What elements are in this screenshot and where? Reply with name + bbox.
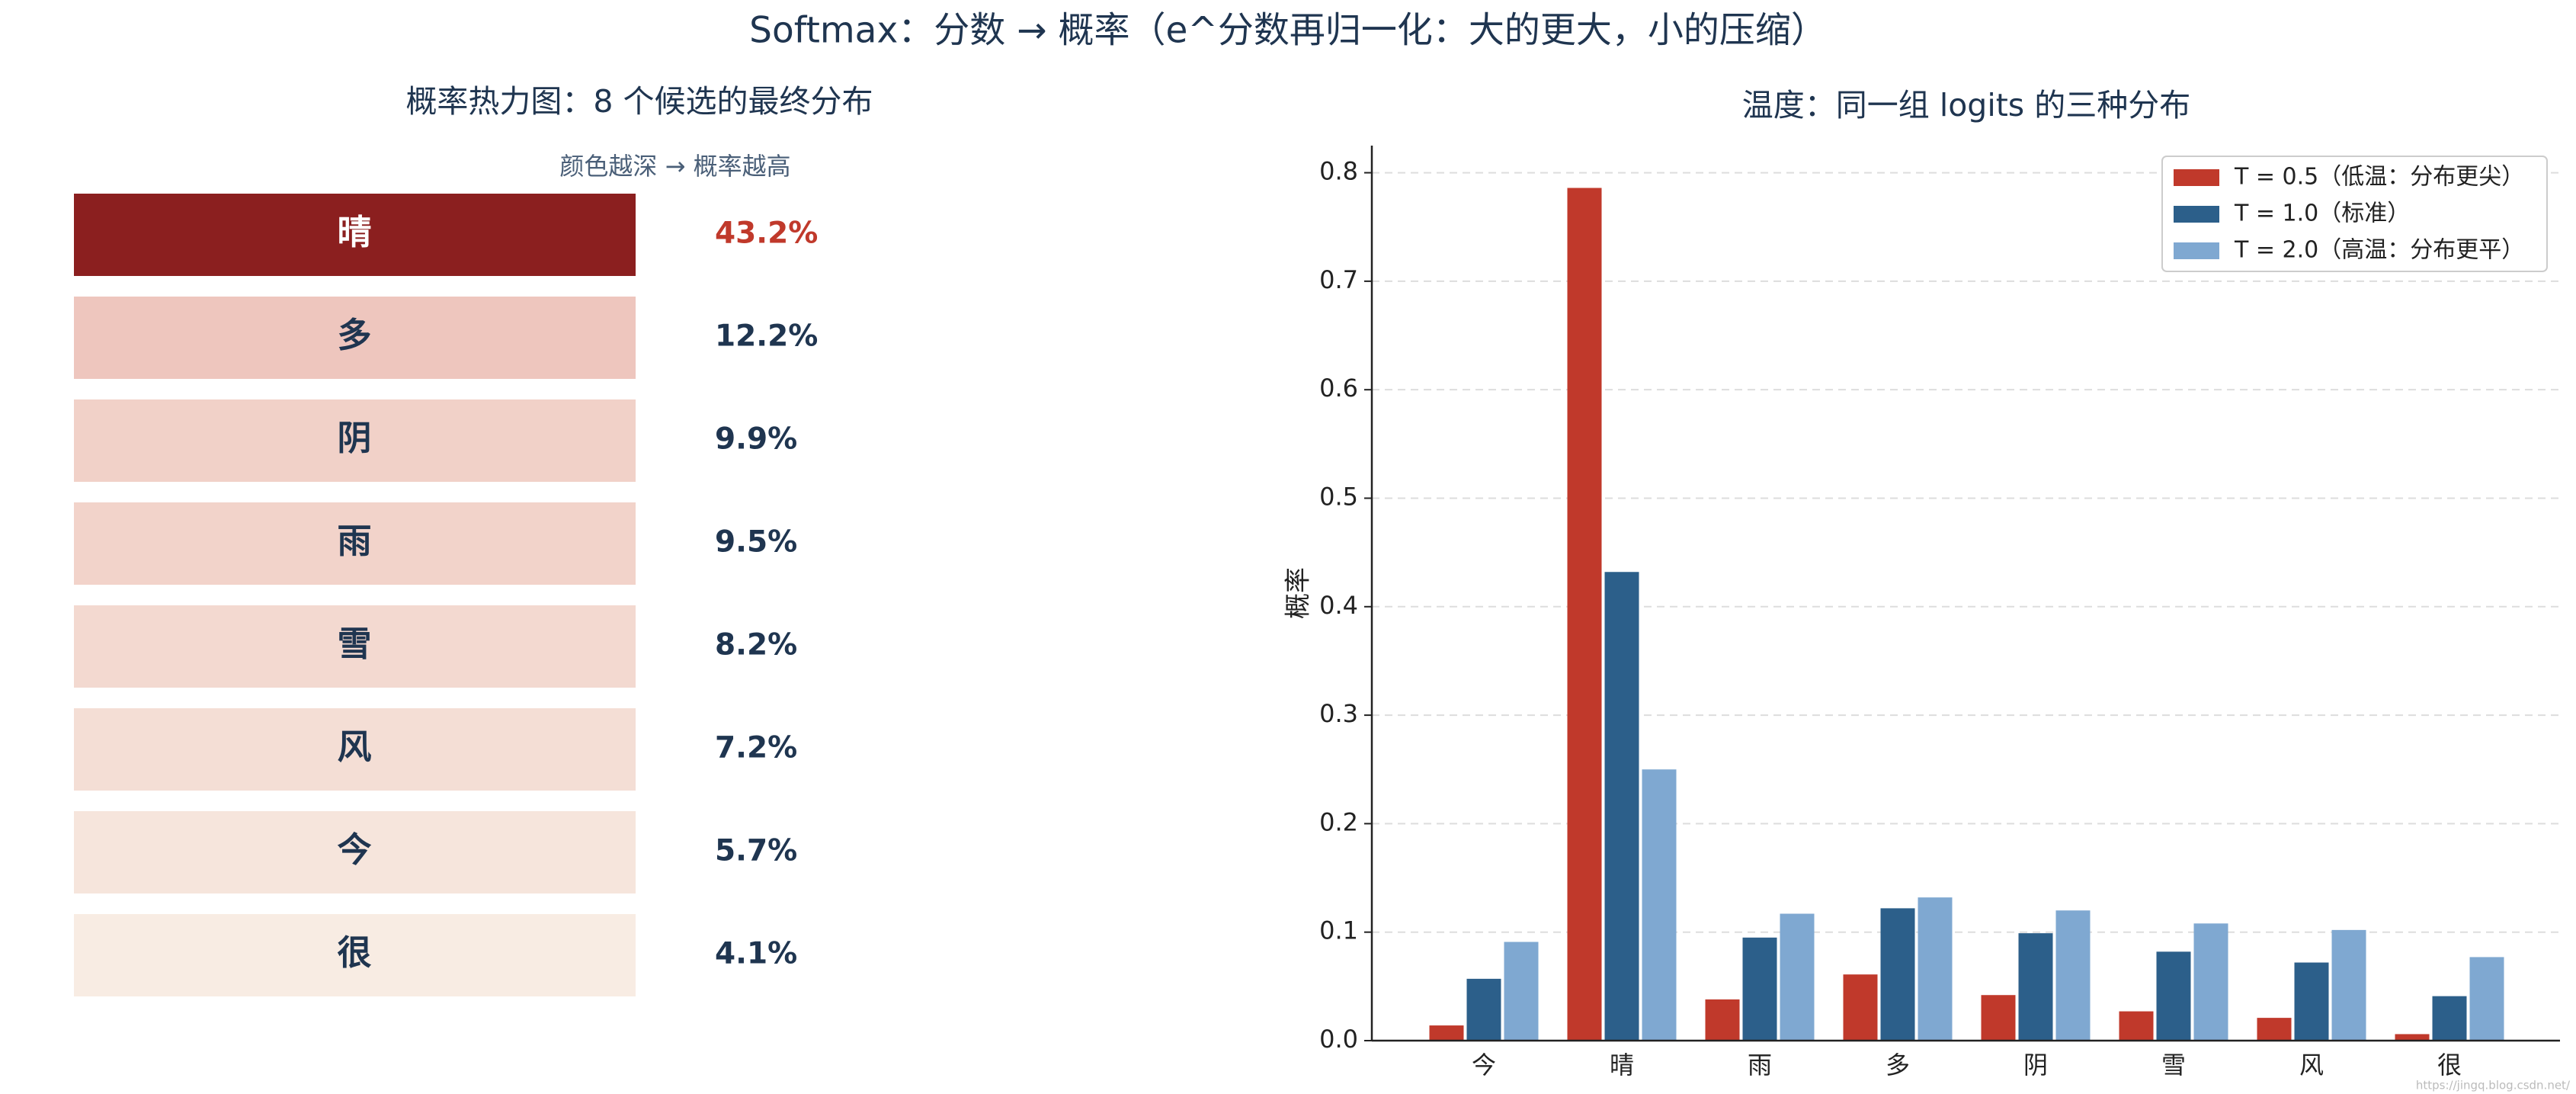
- legend-swatch: [2174, 206, 2219, 223]
- bar: [1705, 999, 1740, 1041]
- value-label: 8.2%: [715, 628, 797, 662]
- row-label: 阴: [337, 418, 371, 458]
- x-tick-label: 多: [1886, 1051, 1910, 1080]
- heat-cell: [74, 708, 636, 791]
- bar: [1604, 572, 1639, 1041]
- bar: [2018, 933, 2053, 1041]
- heat-cell: [74, 811, 636, 893]
- y-tick-label: 0.5: [1319, 482, 1358, 511]
- heat-cell: [74, 502, 636, 585]
- legend-swatch: [2174, 169, 2219, 186]
- legend-box: [2161, 156, 2548, 272]
- legend-label: T = 1.0（标准）: [2234, 201, 2410, 227]
- bar: [2055, 910, 2091, 1041]
- bar: [2119, 1011, 2154, 1041]
- value-label: 12.2%: [715, 319, 818, 354]
- x-tick-label: 风: [2299, 1051, 2324, 1080]
- value-label: 9.5%: [715, 525, 797, 560]
- value-label: 9.9%: [715, 422, 797, 457]
- y-tick-label: 0.6: [1319, 374, 1358, 403]
- y-tick-label: 0.2: [1319, 807, 1358, 836]
- y-tick-label: 0.0: [1319, 1025, 1358, 1054]
- bar: [1466, 978, 1501, 1041]
- row-label: 晴: [337, 212, 371, 252]
- bar: [1567, 188, 1602, 1041]
- value-label: 5.7%: [715, 834, 797, 868]
- row-label: 今: [337, 829, 371, 870]
- value-label: 43.2%: [715, 217, 818, 251]
- bar: [1429, 1025, 1464, 1041]
- bar: [2331, 929, 2366, 1041]
- chart-title: 温度：同一组 logits 的三种分布: [1742, 87, 2190, 124]
- x-tick-label: 雨: [1748, 1051, 1772, 1080]
- y-tick-label: 0.3: [1319, 699, 1358, 728]
- bar: [1742, 937, 1777, 1041]
- legend-swatch: [2174, 242, 2219, 259]
- x-tick-label: 很: [2437, 1051, 2462, 1080]
- bar: [1981, 995, 2016, 1041]
- y-axis-label: 概率: [1283, 567, 1314, 619]
- bar: [2193, 923, 2228, 1041]
- y-tick-label: 0.4: [1319, 591, 1358, 620]
- x-tick-label: 阴: [2023, 1051, 2048, 1080]
- value-label: 7.2%: [715, 731, 797, 765]
- bar: [1504, 942, 1539, 1041]
- figure-title: Softmax：分数 → 概率（e^分数再归一化：大的更大，小的压缩）: [749, 10, 1827, 52]
- bar: [1780, 913, 1815, 1041]
- bar: [2156, 951, 2191, 1041]
- legend-label: T = 0.5（低温：分布更尖）: [2234, 164, 2524, 191]
- heat-cell: [74, 399, 636, 482]
- row-label: 多: [337, 315, 371, 355]
- x-tick-label: 今: [1472, 1051, 1496, 1080]
- x-tick-label: 晴: [1610, 1051, 1634, 1080]
- watermark: https://jingq.blog.csdn.net/: [2416, 1079, 2571, 1092]
- legend-label: T = 2.0（高温：分布更平）: [2234, 237, 2524, 264]
- x-tick-label: 雪: [2161, 1051, 2186, 1080]
- heat-cell: [74, 605, 636, 688]
- heat-cell: [74, 194, 636, 276]
- y-tick-label: 0.7: [1319, 265, 1358, 294]
- bar: [2294, 962, 2329, 1041]
- value-label: 4.1%: [715, 937, 797, 971]
- bar: [1880, 908, 1915, 1041]
- bar: [2469, 957, 2504, 1041]
- chart-title: 概率热力图：8 个候选的最终分布: [405, 83, 873, 120]
- row-label: 很: [337, 932, 371, 973]
- bar: [1843, 974, 1878, 1041]
- y-tick-label: 0.8: [1319, 157, 1358, 186]
- row-label: 风: [337, 727, 371, 767]
- heat-cell: [74, 297, 636, 379]
- heat-cell: [74, 914, 636, 996]
- bar: [1918, 897, 1953, 1041]
- bar: [2395, 1034, 2430, 1041]
- bar: [2257, 1018, 2292, 1041]
- row-label: 雨: [337, 521, 371, 561]
- y-tick-label: 0.1: [1319, 916, 1358, 945]
- bar: [1642, 769, 1677, 1041]
- bar: [2432, 996, 2467, 1041]
- row-label: 雪: [337, 624, 371, 664]
- annotation: 颜色越深 → 概率越高: [559, 152, 790, 181]
